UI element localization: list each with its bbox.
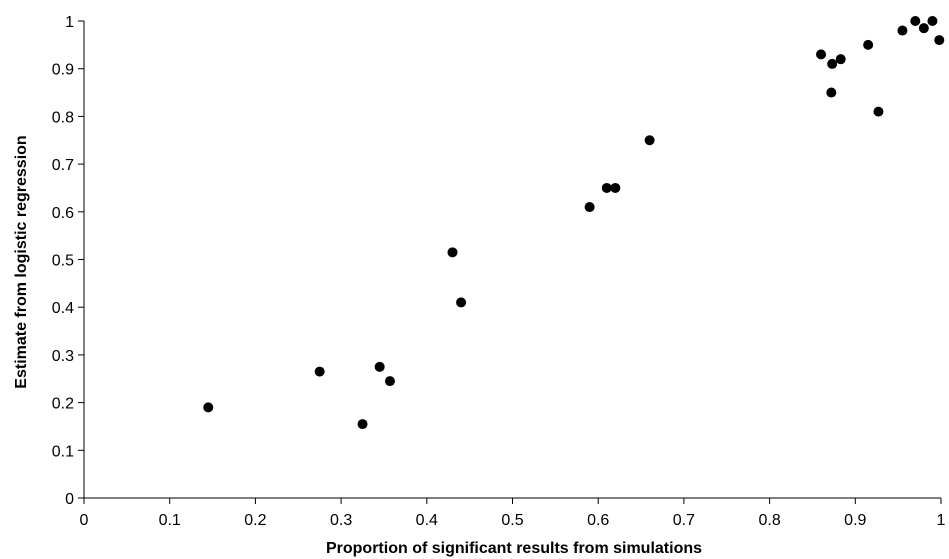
- data-point: [897, 25, 908, 36]
- data-point: [610, 182, 621, 193]
- x-tick-label: 0.7: [673, 512, 695, 529]
- data-point: [601, 182, 612, 193]
- x-tick-label: 0.9: [844, 512, 866, 529]
- data-point: [863, 39, 874, 50]
- x-tick-label: 0.8: [758, 512, 780, 529]
- y-tick-label: 0.4: [52, 300, 74, 317]
- x-tick-label: 0.4: [416, 512, 438, 529]
- data-point: [873, 106, 884, 117]
- y-tick-label: 0.2: [52, 396, 74, 413]
- y-tick-label: 0.6: [52, 205, 74, 222]
- data-point: [447, 247, 458, 258]
- y-tick-label: 0.5: [52, 253, 74, 270]
- y-tick-label: 0: [65, 491, 74, 508]
- x-tick-label: 0.6: [587, 512, 609, 529]
- data-point: [816, 49, 827, 60]
- y-axis-title: Estimate from logistic regression: [13, 135, 30, 388]
- x-axis-ticks: 0 0.1 0.2 0.3 0.4 0.5 0.6 0.7 0.8 0.9 1: [80, 498, 946, 529]
- y-tick-label: 0.9: [52, 62, 74, 79]
- x-tick-label: 0.3: [330, 512, 352, 529]
- y-tick-label: 0.7: [52, 157, 74, 174]
- data-point: [927, 16, 938, 26]
- data-point: [384, 376, 395, 387]
- data-points: [203, 16, 945, 430]
- data-point: [934, 35, 945, 46]
- x-tick-label: 0: [80, 512, 89, 529]
- data-point: [918, 23, 929, 34]
- data-point: [314, 366, 325, 377]
- data-point: [203, 402, 214, 413]
- y-axis-ticks: 0 0.1 0.2 0.3 0.4 0.5 0.6 0.7 0.8 0.9 1: [52, 14, 84, 508]
- data-point: [826, 87, 837, 98]
- y-tick-label: 0.1: [52, 443, 74, 460]
- data-point: [835, 54, 846, 65]
- y-tick-label: 0.8: [52, 109, 74, 126]
- data-point: [374, 361, 385, 372]
- y-tick-label: 1: [65, 14, 74, 31]
- x-tick-label: 0.5: [501, 512, 523, 529]
- x-axis-title: Proportion of significant results from s…: [326, 540, 702, 557]
- y-tick-label: 0.3: [52, 348, 74, 365]
- data-point: [456, 297, 467, 308]
- data-point: [910, 16, 921, 26]
- x-tick-label: 0.2: [244, 512, 266, 529]
- data-point: [827, 58, 838, 69]
- x-tick-label: 0.1: [159, 512, 181, 529]
- x-tick-label: 1: [937, 512, 946, 529]
- data-point: [644, 135, 655, 146]
- data-point: [357, 419, 368, 430]
- data-point: [584, 202, 595, 213]
